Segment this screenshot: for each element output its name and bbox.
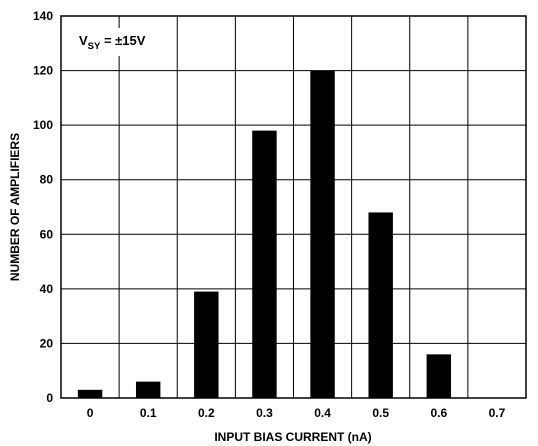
- y-tick-label: 40: [40, 282, 54, 296]
- plot-frame: [60, 15, 527, 399]
- annotation-background: [75, 28, 171, 56]
- x-tick-label: 0.4: [314, 406, 331, 420]
- y-tick-label: 120: [33, 64, 53, 78]
- y-tick-label: 20: [40, 336, 54, 350]
- x-tick-label: 0.2: [198, 406, 215, 420]
- bar: [252, 130, 277, 398]
- bar: [310, 70, 335, 399]
- supply-voltage-annotation: VSY = ±15V: [79, 33, 146, 52]
- y-axis-title: NUMBER OF AMPLIFIERS: [8, 133, 22, 281]
- bar: [135, 381, 161, 398]
- x-tick-label: 0.6: [430, 406, 447, 420]
- bar: [368, 212, 393, 398]
- annotation-subscript: SY: [88, 41, 101, 52]
- annotation-main: V: [79, 33, 88, 48]
- x-tick-label: 0.1: [140, 406, 157, 420]
- x-tick-labels: 0 0.1 0.2 0.3 0.4 0.5 0.6 0.7: [87, 406, 506, 420]
- x-tick-label: 0.7: [489, 406, 506, 420]
- annotation-box: VSY = ±15V: [75, 28, 171, 56]
- y-tick-label: 60: [40, 227, 54, 241]
- y-tick-label: 80: [40, 173, 54, 187]
- annotation-rest: = ±15V: [100, 33, 145, 48]
- bars: [77, 70, 452, 399]
- x-tick-label: 0.3: [256, 406, 273, 420]
- bar: [77, 389, 103, 398]
- y-tick-labels: 0 20 40 60 80 100 120 140: [33, 9, 53, 405]
- x-tick-label: 0.5: [372, 406, 389, 420]
- y-tick-label: 140: [33, 9, 53, 23]
- bar: [426, 354, 452, 398]
- x-tick-label: 0: [87, 406, 94, 420]
- grid-lines: [61, 16, 526, 398]
- bar: [194, 291, 219, 398]
- y-tick-label: 100: [33, 118, 53, 132]
- y-tick-label: 0: [46, 391, 53, 405]
- x-axis-title: INPUT BIAS CURRENT (nA): [214, 430, 371, 444]
